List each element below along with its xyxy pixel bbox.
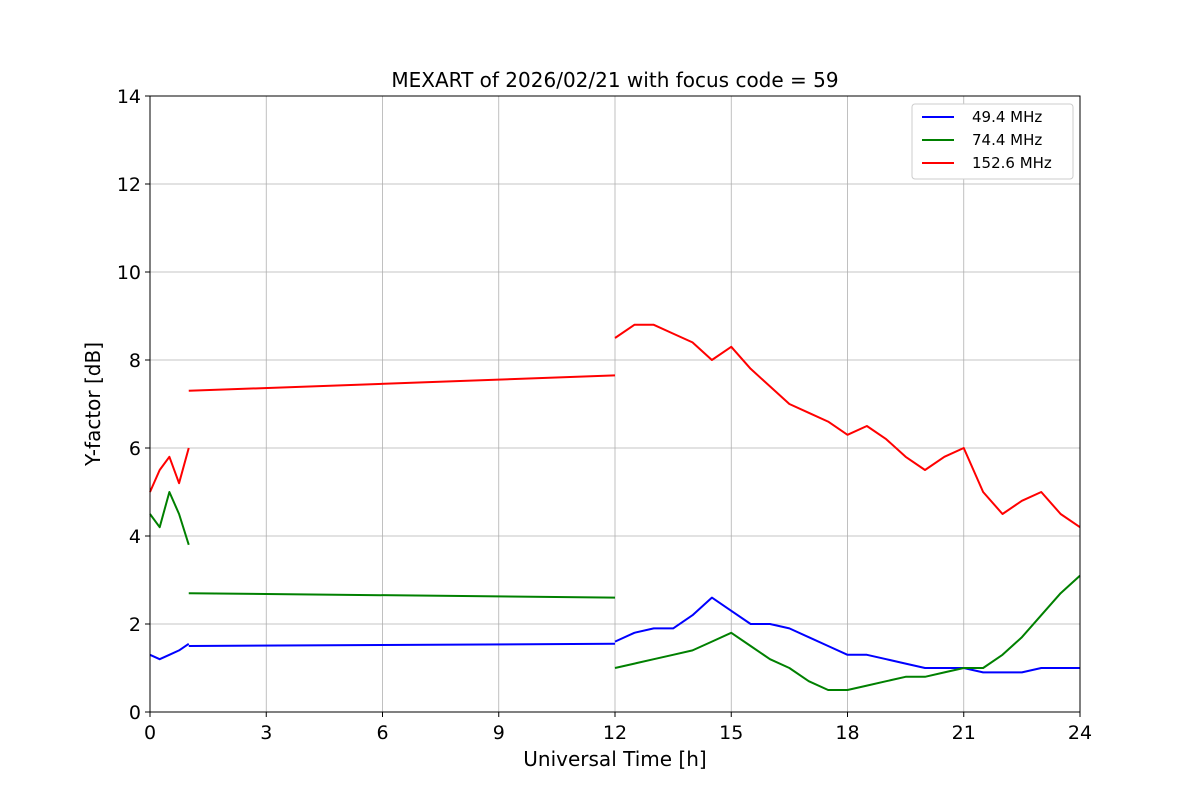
x-tick-label: 24: [1068, 722, 1092, 744]
x-tick-label: 6: [376, 722, 388, 744]
series-0-segment-2: [614, 596, 1080, 674]
x-tick-label: 15: [719, 722, 743, 744]
series-2-segment-1: [188, 374, 616, 392]
series-1-segment-1: [188, 592, 616, 599]
x-tick-label: 3: [260, 722, 272, 744]
series-layer: [149, 323, 1081, 691]
x-tick-label: 12: [603, 722, 627, 744]
x-axis-label: Universal Time [h]: [523, 747, 706, 771]
y-tick-label: 10: [117, 262, 141, 284]
y-tick-label: 4: [129, 526, 141, 548]
chart-title: MEXART of 2026/02/21 with focus code = 5…: [391, 68, 838, 92]
legend-box: [911, 103, 1074, 180]
legend-label-49: 49.4 MHz: [972, 108, 1042, 126]
y-tick-label: 2: [129, 614, 141, 636]
y-axis-label: Y-factor [dB]: [81, 342, 105, 467]
x-tick-label: 21: [952, 722, 976, 744]
y-tick-label: 14: [117, 86, 141, 108]
legend-label-152: 152.6 MHz: [972, 154, 1052, 172]
series-0-segment-0: [149, 642, 190, 661]
legend: 49.4 MHz 74.4 MHz 152.6 MHz: [911, 103, 1074, 180]
x-tick-label: 18: [835, 722, 859, 744]
series-0-segment-1: [188, 642, 616, 647]
series-1-segment-0: [149, 491, 190, 546]
series-2-segment-0: [149, 447, 190, 493]
y-tick-label: 6: [129, 438, 141, 460]
y-tick-label: 12: [117, 174, 141, 196]
legend-label-74: 74.4 MHz: [972, 131, 1042, 149]
series-2-segment-2: [614, 323, 1081, 529]
series-1-segment-2: [614, 574, 1081, 691]
x-tick-label: 0: [144, 722, 156, 744]
x-tick-label: 9: [493, 722, 505, 744]
y-tick-label: 0: [129, 702, 141, 724]
y-tick-label: 8: [129, 350, 141, 372]
